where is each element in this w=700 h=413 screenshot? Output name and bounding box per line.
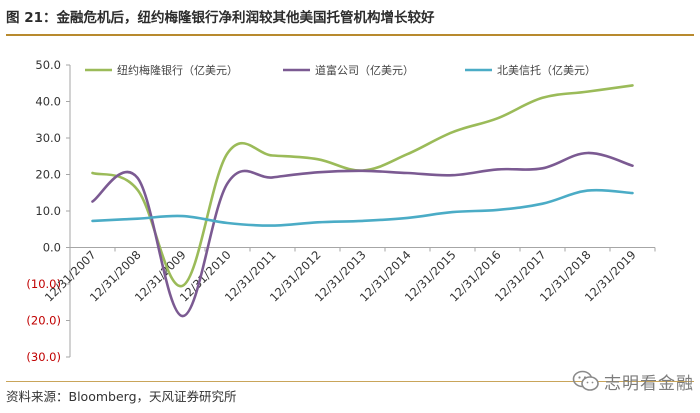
legend-label-bny: 纽约梅隆银行（亿美元）	[117, 63, 238, 77]
series-layer	[91, 84, 634, 318]
y-tick-label: 40.0	[35, 95, 61, 109]
y-tick-label: (20.0)	[26, 314, 61, 328]
y-tick-label: 50.0	[35, 58, 61, 72]
watermark-text: 志明看金融	[604, 373, 694, 394]
y-tick-label: 30.0	[35, 131, 61, 145]
title-rule	[6, 34, 694, 36]
watermark: 志明看金融	[572, 366, 694, 396]
wechat-icon	[572, 370, 599, 391]
legend-label-northern-trust: 北美信托（亿美元）	[497, 63, 596, 77]
x-axis: 12/31/200712/31/200812/31/200912/31/2010…	[42, 247, 656, 305]
legend: 纽约梅隆银行（亿美元） 道富公司（亿美元） 北美信托（亿美元）	[85, 63, 596, 77]
legend-label-state-street: 道富公司（亿美元）	[315, 63, 414, 77]
y-axis: 50.0 40.0 30.0 20.0 10.0 0.0 (10.0) (20.0) (30.0…	[26, 58, 71, 364]
footer-rule	[6, 381, 694, 382]
series-line-state-street	[91, 151, 634, 318]
y-tick-label: 20.0	[35, 168, 61, 182]
series-line-northern-trust	[91, 188, 634, 227]
source-note: 资料来源：Bloomberg，天风证券研究所	[6, 389, 237, 404]
series-line-bny	[91, 84, 634, 288]
figure-title: 图 21：金融危机后，纽约梅隆银行净利润较其他美国托管机构增长较好	[6, 10, 435, 26]
y-tick-label: 10.0	[35, 204, 61, 218]
y-tick-label: (10.0)	[26, 277, 61, 291]
y-tick-label: 0.0	[43, 241, 61, 255]
chart: 50.0 40.0 30.0 20.0 10.0 0.0 (10.0) (20.0) (30.0…	[26, 58, 656, 364]
y-tick-label: (30.0)	[26, 350, 61, 364]
